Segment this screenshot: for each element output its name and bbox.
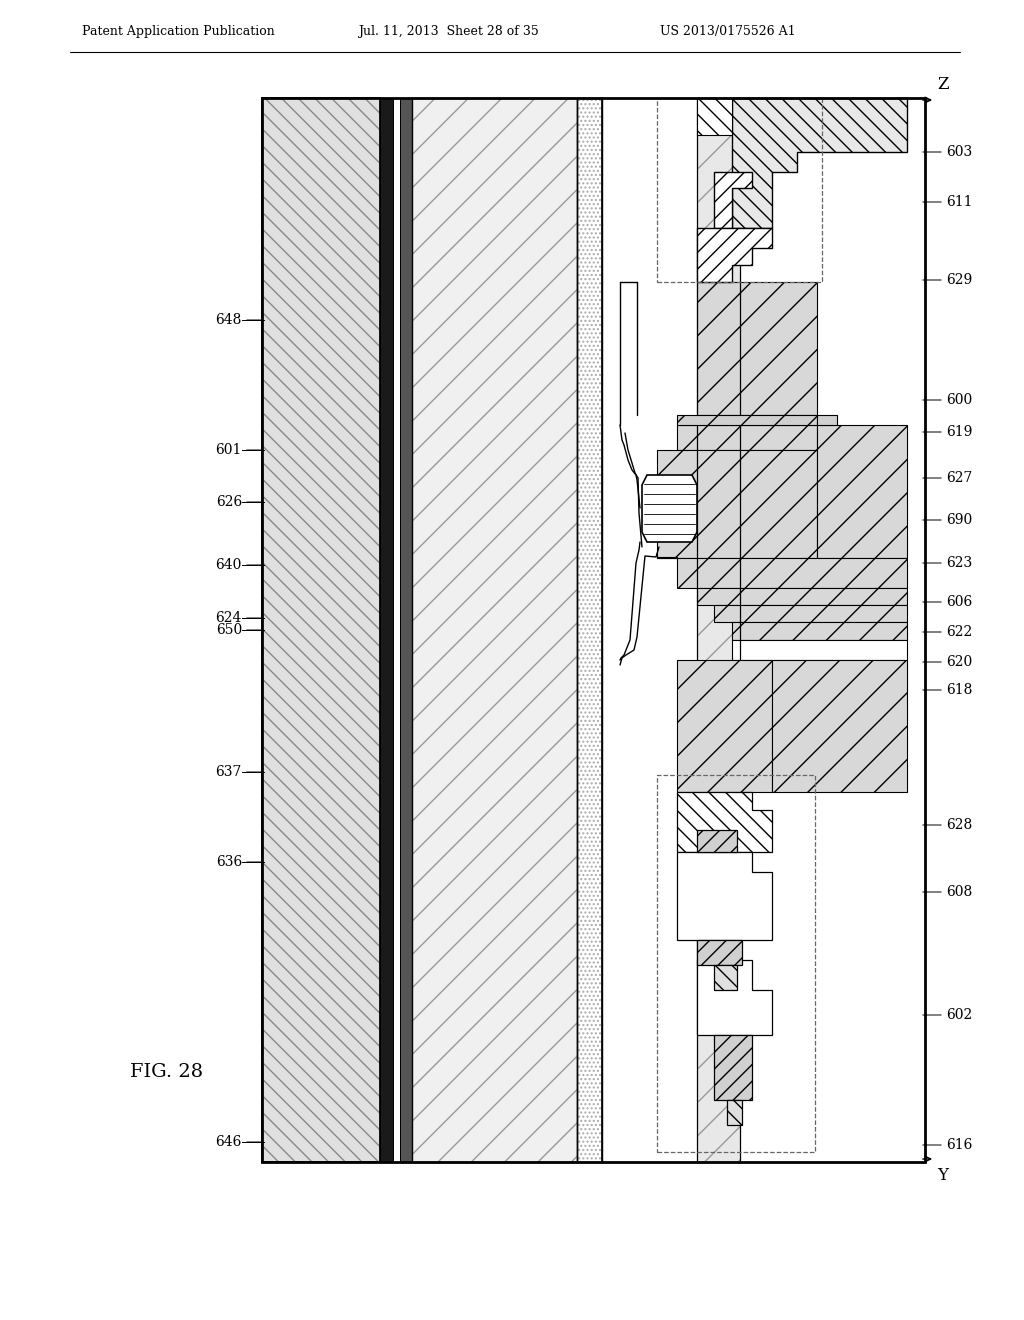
Polygon shape — [677, 851, 772, 940]
Text: 601: 601 — [216, 444, 242, 457]
Text: Y: Y — [937, 1167, 948, 1184]
Polygon shape — [817, 425, 907, 558]
Bar — [697, 98, 740, 1162]
Text: Jul. 11, 2013  Sheet 28 of 35: Jul. 11, 2013 Sheet 28 of 35 — [358, 25, 539, 38]
Text: 600: 600 — [946, 393, 972, 407]
Polygon shape — [657, 450, 817, 558]
Bar — [412, 98, 577, 1162]
Polygon shape — [697, 830, 737, 851]
Polygon shape — [697, 228, 772, 282]
Text: 636: 636 — [216, 855, 242, 869]
Text: 627: 627 — [946, 471, 973, 484]
Text: 622: 622 — [946, 624, 972, 639]
Text: 626: 626 — [216, 495, 242, 510]
Bar — [262, 98, 925, 1162]
Polygon shape — [817, 414, 837, 425]
Polygon shape — [677, 414, 817, 425]
Text: 616: 616 — [946, 1138, 973, 1152]
Polygon shape — [677, 425, 817, 450]
Polygon shape — [642, 475, 697, 543]
Text: 624: 624 — [216, 611, 242, 624]
Text: Patent Application Publication: Patent Application Publication — [82, 25, 274, 38]
Text: US 2013/0175526 A1: US 2013/0175526 A1 — [660, 25, 796, 38]
Bar — [262, 98, 380, 1162]
Text: Z: Z — [937, 77, 948, 92]
Polygon shape — [677, 660, 772, 792]
Polygon shape — [714, 172, 752, 228]
Text: 628: 628 — [946, 818, 972, 832]
Text: 648: 648 — [216, 313, 242, 327]
Polygon shape — [697, 940, 742, 965]
Polygon shape — [677, 558, 907, 587]
Text: 611: 611 — [946, 195, 973, 209]
Text: 650: 650 — [216, 623, 242, 638]
Polygon shape — [697, 960, 772, 1035]
Bar — [697, 98, 740, 1162]
Text: 603: 603 — [946, 145, 972, 158]
Text: 637: 637 — [216, 766, 242, 779]
Polygon shape — [732, 640, 907, 660]
Bar — [602, 98, 925, 1162]
Polygon shape — [727, 1100, 742, 1125]
Text: 602: 602 — [946, 1008, 972, 1022]
Bar — [657, 775, 815, 1152]
Polygon shape — [732, 622, 907, 640]
Text: 623: 623 — [946, 556, 972, 570]
Polygon shape — [714, 965, 737, 990]
Polygon shape — [697, 98, 732, 135]
Text: 608: 608 — [946, 884, 972, 899]
Text: 620: 620 — [946, 655, 972, 669]
Bar — [262, 98, 925, 1162]
Bar — [393, 98, 400, 1162]
Polygon shape — [677, 792, 772, 851]
Text: FIG. 28: FIG. 28 — [130, 1063, 203, 1081]
Polygon shape — [714, 605, 907, 622]
Polygon shape — [772, 660, 907, 792]
Polygon shape — [697, 587, 907, 605]
Text: 640: 640 — [216, 558, 242, 572]
Bar — [577, 98, 602, 1162]
Bar — [657, 98, 822, 282]
Bar — [380, 98, 393, 1162]
Polygon shape — [732, 98, 907, 228]
Bar — [400, 98, 412, 1162]
Bar — [412, 98, 577, 1162]
Text: 646: 646 — [216, 1135, 242, 1148]
Text: 618: 618 — [946, 682, 973, 697]
Polygon shape — [714, 1035, 752, 1100]
Text: 619: 619 — [946, 425, 973, 440]
Text: 690: 690 — [946, 513, 972, 527]
Text: 606: 606 — [946, 595, 972, 609]
Bar — [262, 98, 380, 1162]
Bar — [577, 98, 602, 1162]
Text: 629: 629 — [946, 273, 972, 286]
Polygon shape — [697, 282, 817, 414]
